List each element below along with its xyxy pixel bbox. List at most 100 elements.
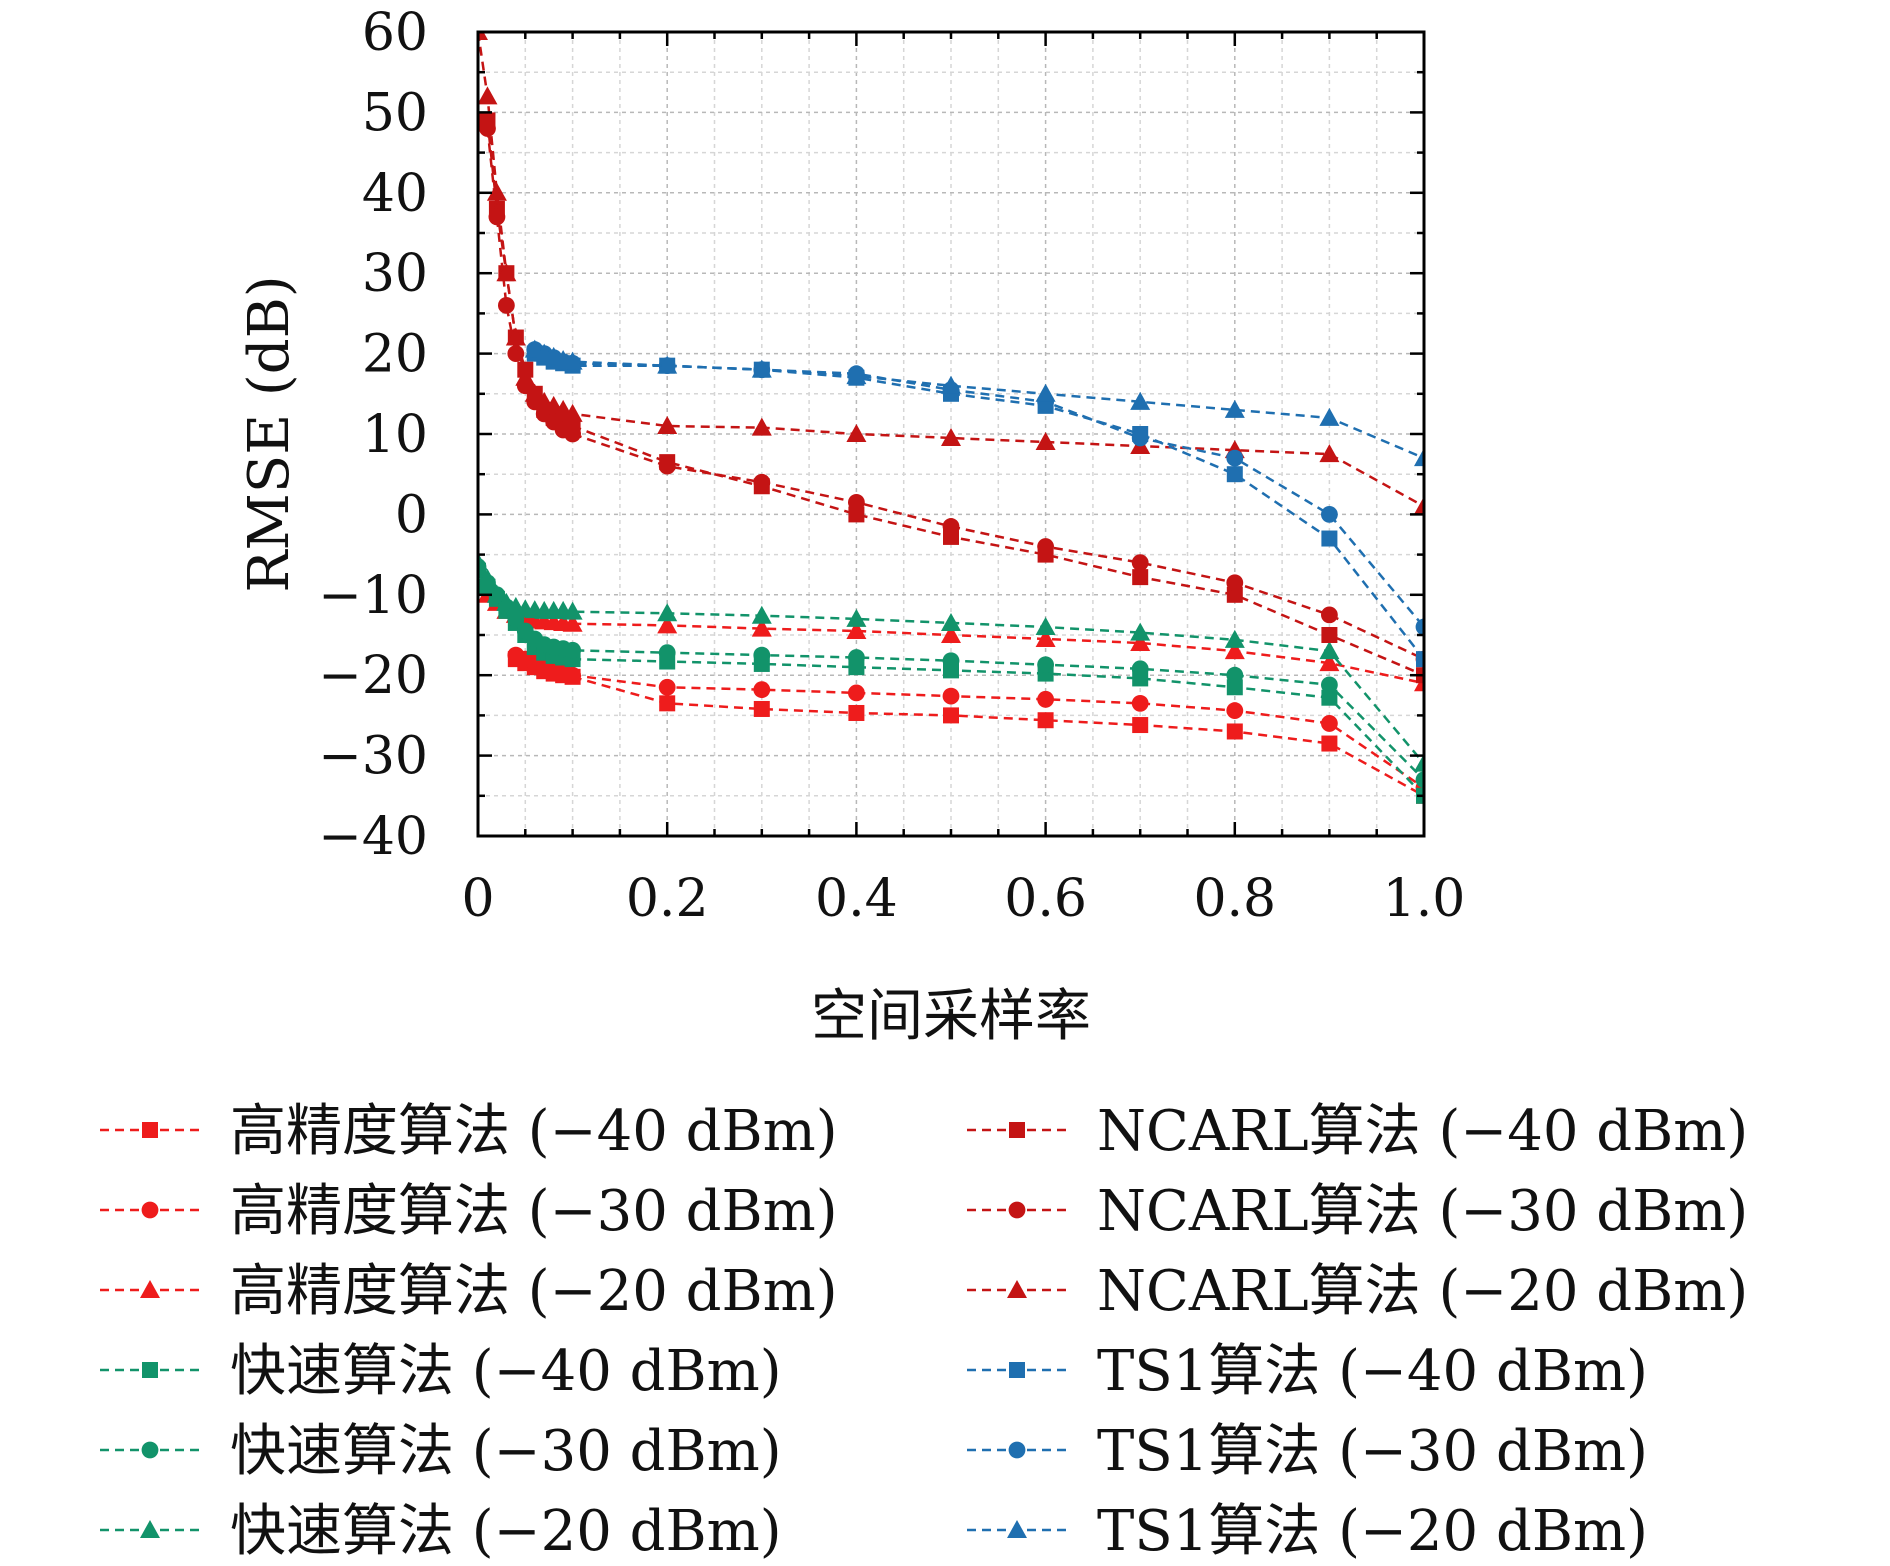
data-point	[562, 351, 583, 370]
legend-marker	[141, 1201, 159, 1219]
data-point	[1130, 633, 1151, 652]
x-tick-label: 0.8	[1193, 869, 1276, 929]
x-tick-label: 0.2	[626, 869, 709, 929]
data-point	[657, 415, 678, 434]
legend-item: 高精度算法 (−30 dBm)	[100, 1179, 838, 1244]
data-point	[751, 359, 772, 378]
legend-marker	[1007, 1520, 1027, 1538]
legend-label: TS1算法 (−40 dBm)	[1097, 1339, 1648, 1404]
data-point	[941, 375, 961, 394]
data-point	[1037, 712, 1054, 729]
series-group	[478, 32, 1424, 804]
legend-marker	[1008, 1201, 1026, 1219]
data-point	[1130, 391, 1151, 410]
y-tick-label: 50	[362, 83, 428, 143]
data-point	[657, 615, 678, 634]
data-point	[486, 182, 507, 201]
data-point	[848, 506, 865, 523]
data-point	[488, 208, 506, 226]
data-point	[941, 612, 961, 631]
series-6	[478, 552, 1424, 772]
x-tick-labels: 0 0.2 0.4 0.6 0.8 1.0	[461, 869, 1465, 929]
data-point	[478, 568, 498, 587]
data-point	[848, 684, 865, 702]
data-point	[505, 327, 526, 346]
data-point	[515, 367, 536, 386]
data-point	[751, 618, 772, 637]
legend-marker	[142, 1122, 158, 1138]
data-point	[1131, 660, 1149, 678]
data-point	[1226, 666, 1244, 684]
data-point	[943, 707, 959, 724]
data-point	[478, 86, 498, 105]
axis-ticks	[476, 30, 1426, 838]
legend-marker	[1009, 1122, 1025, 1138]
y-tick-label: −20	[318, 646, 428, 706]
data-point	[846, 620, 867, 639]
x-tick-label: 1.0	[1383, 869, 1466, 929]
data-point	[1131, 694, 1149, 712]
data-point	[753, 473, 771, 491]
legend-item: 高精度算法 (−20 dBm)	[100, 1259, 838, 1324]
data-point	[1414, 496, 1424, 515]
x-tick-label: 0.6	[1004, 869, 1087, 929]
data-point	[753, 681, 771, 699]
legend-label: 高精度算法 (−20 dBm)	[230, 1259, 838, 1324]
data-point	[1319, 407, 1340, 426]
data-point	[524, 383, 545, 402]
legend-item: NCARL算法 (−40 dBm)	[967, 1099, 1748, 1164]
y-tick-labels: 60 50 40 30 20 10 0 −10 −20 −30 −40	[318, 3, 428, 867]
data-point	[1132, 717, 1149, 734]
data-point	[478, 552, 488, 571]
data-point	[1226, 449, 1244, 467]
legend-marker	[140, 1520, 160, 1538]
legend-label: TS1算法 (−30 dBm)	[1097, 1419, 1648, 1484]
data-point	[941, 428, 961, 447]
data-point	[1321, 627, 1338, 643]
data-point	[1415, 618, 1424, 636]
data-point	[658, 457, 676, 475]
data-point	[1414, 753, 1424, 772]
data-point	[846, 608, 867, 627]
data-point	[479, 120, 496, 137]
data-point	[1037, 538, 1054, 555]
data-point	[1415, 771, 1424, 789]
data-point	[478, 32, 488, 40]
y-tick-label: 10	[362, 405, 428, 465]
data-point	[1319, 444, 1340, 463]
data-point	[751, 417, 772, 436]
data-point	[1224, 629, 1245, 648]
y-axis-title: RMSE (dB)	[237, 275, 302, 592]
data-point	[1132, 569, 1149, 586]
data-point	[1035, 432, 1056, 451]
y-tick-label: −40	[318, 807, 428, 867]
legend-marker	[1009, 1362, 1025, 1378]
data-point	[1224, 399, 1245, 418]
series-9	[478, 32, 1424, 515]
data-point	[562, 403, 583, 422]
data-point	[564, 641, 581, 659]
data-point	[846, 366, 867, 385]
data-point	[658, 644, 676, 662]
data-point	[1035, 629, 1056, 648]
legend-item: 快速算法 (−40 dBm)	[100, 1339, 782, 1404]
data-point	[659, 695, 676, 712]
data-point	[942, 518, 960, 535]
data-point	[1035, 616, 1056, 635]
legend-item: TS1算法 (−20 dBm)	[967, 1499, 1648, 1564]
x-axis-title: 空间采样率	[811, 984, 1091, 1049]
legend-label: 快速算法 (−30 dBm)	[230, 1419, 782, 1484]
y-tick-label: 20	[362, 325, 428, 385]
series-line	[515, 653, 1424, 789]
y-tick-label: 30	[362, 244, 428, 304]
data-point	[562, 613, 583, 632]
series-2	[507, 646, 1424, 797]
legend: 高精度算法 (−40 dBm) 高精度算法 (−30 dBm) 高精度算法 (−20…	[100, 1099, 1748, 1564]
data-point	[751, 605, 772, 624]
legend-item: NCARL算法 (−30 dBm)	[967, 1179, 1748, 1244]
legend-item: 快速算法 (−30 dBm)	[100, 1419, 782, 1484]
data-point	[486, 584, 507, 603]
data-point	[658, 678, 676, 696]
data-point	[507, 345, 525, 362]
